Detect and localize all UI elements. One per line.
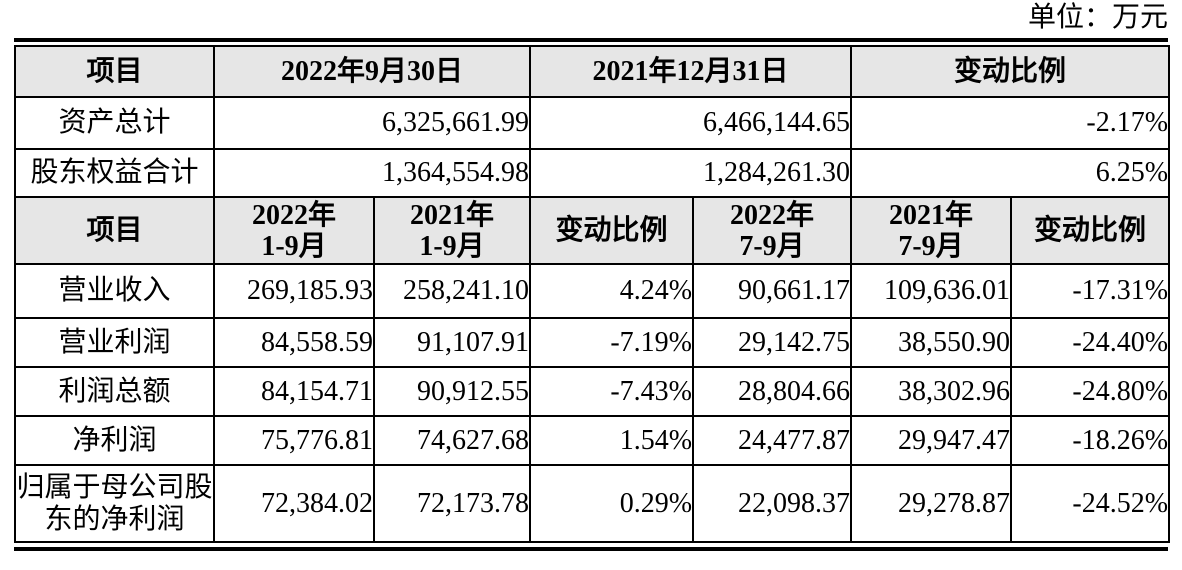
table-bottom-rule xyxy=(14,547,1168,551)
total-assets-2022: 6,325,661.99 xyxy=(212,96,532,150)
total-profit-q3-2021: 38,302.96 xyxy=(850,366,1013,417)
income-header-ytd-2022: 2022年 1-9月 xyxy=(213,196,375,265)
row-label: 净利润 xyxy=(14,415,215,466)
op-profit-q3-2022: 29,142.75 xyxy=(692,317,853,368)
op-profit-ytd-2022: 84,558.59 xyxy=(213,317,375,368)
total-profit-q3-change: -24.80% xyxy=(1010,366,1171,417)
summary-header-2022-09-30: 2022年9月30日 xyxy=(212,45,532,98)
total-assets-2021: 6,466,144.65 xyxy=(529,96,853,150)
row-label: 资产总计 xyxy=(14,96,215,150)
revenue-ytd-2021: 258,241.10 xyxy=(372,263,532,319)
header-line2: 1-9月 xyxy=(261,230,327,262)
table-row-total-assets: 资产总计 6,325,661.99 6,466,144.65 -2.17% xyxy=(14,96,1171,150)
net-profit-ytd-2021: 74,627.68 xyxy=(372,415,532,466)
income-header-q3-change: 变动比例 xyxy=(1010,196,1171,265)
total-profit-q3-2022: 28,804.66 xyxy=(692,366,853,417)
summary-header-item: 项目 xyxy=(14,45,215,98)
row-label: 营业利润 xyxy=(14,317,215,368)
income-header-q3-2022: 2022年 7-9月 xyxy=(692,196,853,265)
header-line1: 2021年 xyxy=(889,199,974,231)
op-profit-q3-2021: 38,550.90 xyxy=(850,317,1013,368)
income-header-q3-2021: 2021年 7-9月 xyxy=(850,196,1013,265)
income-header-ytd-2021: 2021年 1-9月 xyxy=(372,196,532,265)
table-row-net-profit-attributable: 归属于母公司股 东的净利润 72,384.02 72,173.78 0.29% … xyxy=(14,464,1171,543)
op-profit-ytd-2021: 91,107.91 xyxy=(372,317,532,368)
total-profit-ytd-change: -7.43% xyxy=(529,366,695,417)
header-line1: 2021年 xyxy=(410,199,495,231)
row-label: 股东权益合计 xyxy=(14,148,215,198)
attr-net-profit-q3-2021: 29,278.87 xyxy=(850,464,1013,543)
revenue-ytd-change: 4.24% xyxy=(529,263,695,319)
total-profit-ytd-2021: 90,912.55 xyxy=(372,366,532,417)
net-profit-q3-change: -18.26% xyxy=(1010,415,1171,466)
net-profit-q3-2021: 29,947.47 xyxy=(850,415,1013,466)
row-label: 利润总额 xyxy=(14,366,215,417)
financial-table-container: 项目 2022年9月30日 2021年12月31日 变动比例 资产总计 6,32… xyxy=(14,38,1171,551)
total-equity-change: 6.25% xyxy=(850,148,1171,198)
header-line2: 7-9月 xyxy=(739,230,805,262)
table-row-total-profit: 利润总额 84,154.71 90,912.55 -7.43% 28,804.6… xyxy=(14,366,1171,417)
revenue-ytd-2022: 269,185.93 xyxy=(213,263,375,319)
revenue-q3-2021: 109,636.01 xyxy=(850,263,1013,319)
table-top-rule xyxy=(14,38,1168,42)
financial-comparison-table: 项目 2022年9月30日 2021年12月31日 变动比例 资产总计 6,32… xyxy=(14,45,1171,543)
summary-header-change: 变动比例 xyxy=(850,45,1171,98)
attr-net-profit-ytd-2022: 72,384.02 xyxy=(213,464,375,543)
attr-net-profit-q3-2022: 22,098.37 xyxy=(692,464,853,543)
income-header-item: 项目 xyxy=(14,196,215,265)
net-profit-ytd-2022: 75,776.81 xyxy=(213,415,375,466)
table-row-net-profit: 净利润 75,776.81 74,627.68 1.54% 24,477.87 … xyxy=(14,415,1171,466)
table-row-operating-profit: 营业利润 84,558.59 91,107.91 -7.19% 29,142.7… xyxy=(14,317,1171,368)
total-equity-2022: 1,364,554.98 xyxy=(212,148,532,198)
attr-net-profit-ytd-change: 0.29% xyxy=(529,464,695,543)
summary-header-row: 项目 2022年9月30日 2021年12月31日 变动比例 xyxy=(14,45,1171,98)
op-profit-q3-change: -24.40% xyxy=(1010,317,1171,368)
unit-label: 单位：万元 xyxy=(1027,2,1168,33)
income-header-ytd-change: 变动比例 xyxy=(529,196,695,265)
header-line1: 2022年 xyxy=(730,199,815,231)
revenue-q3-change: -17.31% xyxy=(1010,263,1171,319)
header-line2: 1-9月 xyxy=(419,230,485,262)
summary-header-2021-12-31: 2021年12月31日 xyxy=(529,45,853,98)
header-line1: 2022年 xyxy=(251,199,336,231)
revenue-q3-2022: 90,661.17 xyxy=(692,263,853,319)
label-line2: 东的净利润 xyxy=(44,503,185,535)
income-header-row: 项目 2022年 1-9月 2021年 1-9月 变动比例 2022年 7-9月… xyxy=(14,196,1171,265)
label-line1: 归属于母公司股 xyxy=(16,471,213,503)
attr-net-profit-q3-change: -24.52% xyxy=(1010,464,1171,543)
attr-net-profit-ytd-2021: 72,173.78 xyxy=(372,464,532,543)
total-equity-2021: 1,284,261.30 xyxy=(529,148,853,198)
total-assets-change: -2.17% xyxy=(850,96,1171,150)
header-line2: 7-9月 xyxy=(898,230,964,262)
row-label: 营业收入 xyxy=(14,263,215,319)
table-row-operating-revenue: 营业收入 269,185.93 258,241.10 4.24% 90,661.… xyxy=(14,263,1171,319)
op-profit-ytd-change: -7.19% xyxy=(529,317,695,368)
net-profit-ytd-change: 1.54% xyxy=(529,415,695,466)
table-row-total-equity: 股东权益合计 1,364,554.98 1,284,261.30 6.25% xyxy=(14,148,1171,198)
row-label: 归属于母公司股 东的净利润 xyxy=(14,464,215,543)
net-profit-q3-2022: 24,477.87 xyxy=(692,415,853,466)
total-profit-ytd-2022: 84,154.71 xyxy=(213,366,375,417)
